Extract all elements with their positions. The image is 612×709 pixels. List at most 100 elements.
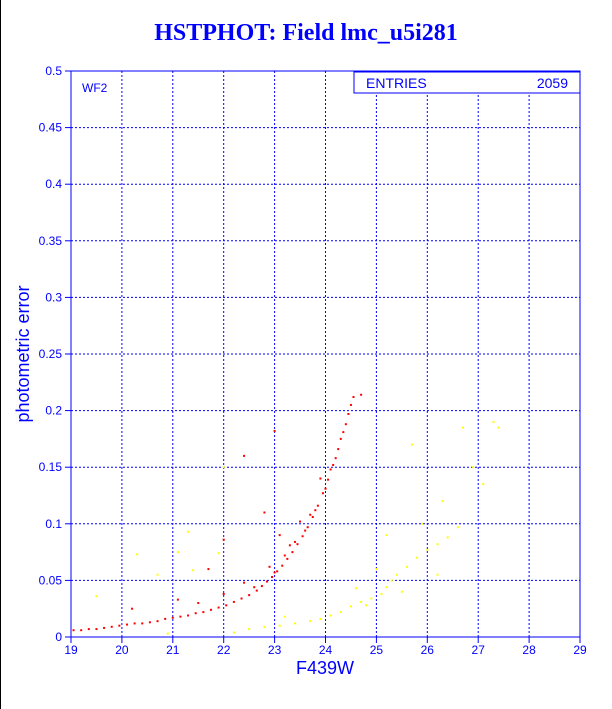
data-point <box>197 602 200 605</box>
data-point <box>95 595 98 598</box>
data-point <box>273 429 276 432</box>
data-point <box>347 412 350 415</box>
data-point <box>436 573 439 576</box>
data-point <box>273 571 276 574</box>
stats-box-value: 2059 <box>537 75 568 91</box>
data-point <box>283 554 286 557</box>
x-tick-label: 24 <box>319 643 333 657</box>
data-point <box>355 587 358 590</box>
data-point <box>286 557 289 560</box>
data-point <box>209 608 212 611</box>
data-point <box>194 612 197 615</box>
data-point <box>319 617 322 620</box>
y-tick-label: 0.3 <box>45 290 62 304</box>
data-point <box>156 620 159 623</box>
data-point <box>306 526 309 529</box>
x-tick-label: 28 <box>522 643 536 657</box>
grid-lines <box>70 70 581 638</box>
data-point <box>164 617 167 620</box>
y-tick-label: 0.05 <box>39 573 63 587</box>
data-point <box>95 628 98 631</box>
data-point <box>370 597 373 600</box>
data-point <box>319 477 322 480</box>
data-point <box>497 426 500 429</box>
data-point <box>217 552 220 555</box>
x-tick-label: 19 <box>64 643 78 657</box>
x-tick-label: 27 <box>472 643 486 657</box>
data-point <box>243 454 246 457</box>
data-point <box>265 580 268 583</box>
data-point <box>255 589 258 592</box>
data-point <box>309 513 312 516</box>
chart-title: HSTPHOT: Field lmc_u5i281 <box>154 20 458 46</box>
data-point <box>103 626 106 629</box>
data-point <box>380 592 383 595</box>
data-point <box>446 536 449 539</box>
data-point <box>293 540 296 543</box>
y-tick-label: 0.25 <box>39 347 63 361</box>
data-point <box>436 543 439 546</box>
data-point <box>281 564 284 567</box>
data-point <box>390 579 393 582</box>
x-tick-label: 20 <box>115 643 129 657</box>
data-point <box>329 468 332 471</box>
data-point <box>349 605 352 608</box>
data-point <box>360 393 363 396</box>
data-point <box>148 621 151 624</box>
data-point <box>240 597 243 600</box>
data-point <box>222 592 225 595</box>
data-point <box>187 614 190 617</box>
data-point <box>207 568 210 571</box>
data-point <box>278 534 281 537</box>
y-tick-label: 0 <box>55 630 62 644</box>
data-point <box>171 616 174 619</box>
data-point <box>202 611 205 614</box>
data-point <box>263 511 266 514</box>
y-tick-label: 0.5 <box>45 64 62 78</box>
data-point <box>426 548 429 551</box>
x-tick-label: 22 <box>217 643 231 657</box>
data-point <box>125 623 128 626</box>
data-point <box>365 604 368 607</box>
data-point <box>232 631 235 634</box>
data-point <box>296 543 299 546</box>
data-point <box>133 622 136 625</box>
data-point <box>141 622 144 625</box>
data-point <box>349 403 352 406</box>
data-point <box>456 526 459 529</box>
data-point <box>492 420 495 423</box>
data-point <box>118 624 121 627</box>
data-point <box>291 551 294 554</box>
data-point <box>192 569 195 572</box>
data-point <box>260 585 263 588</box>
data-point <box>421 522 424 525</box>
data-point <box>385 586 388 589</box>
window-edge <box>0 0 1 709</box>
data-point <box>411 443 414 446</box>
data-point <box>316 504 319 507</box>
data-points <box>72 393 500 635</box>
data-point <box>278 624 281 627</box>
data-point <box>441 500 444 503</box>
data-point <box>482 483 485 486</box>
data-point <box>416 556 419 559</box>
data-point <box>327 478 330 481</box>
x-tick-label: 21 <box>166 643 180 657</box>
data-point <box>232 600 235 603</box>
data-point <box>461 426 464 429</box>
data-point <box>80 629 83 632</box>
x-tick-label: 26 <box>421 643 435 657</box>
data-point <box>321 492 324 495</box>
data-point <box>405 565 408 568</box>
data-point <box>339 611 342 614</box>
data-point <box>217 606 220 609</box>
data-point <box>179 615 182 618</box>
data-point <box>288 544 291 547</box>
data-point <box>222 466 225 469</box>
data-point <box>248 594 251 597</box>
data-point <box>344 423 347 426</box>
data-point <box>329 614 332 617</box>
data-point <box>324 487 327 490</box>
data-point <box>472 466 475 469</box>
x-tick-label: 25 <box>370 643 384 657</box>
